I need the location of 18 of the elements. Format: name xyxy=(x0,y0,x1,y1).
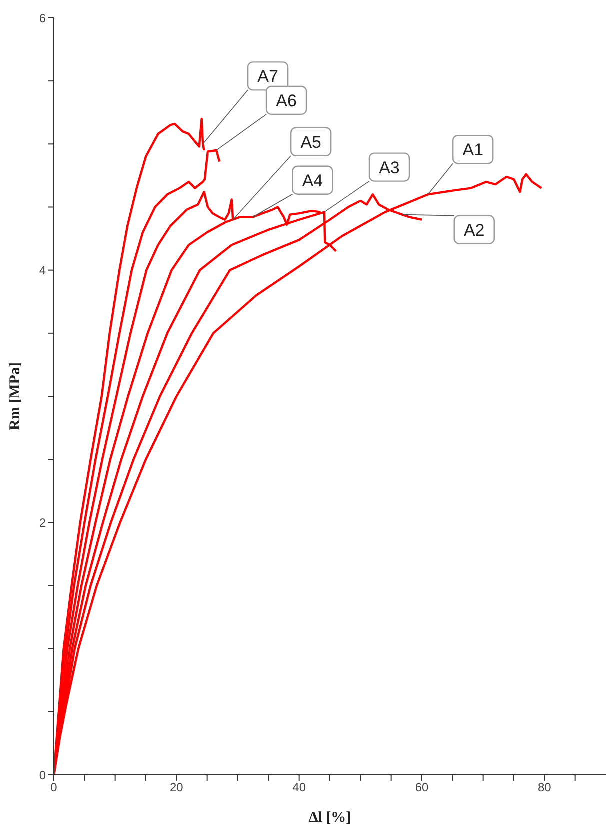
annotation: A5 xyxy=(300,132,322,152)
y-tick-label: 2 xyxy=(39,516,46,530)
x-tick-label: 40 xyxy=(292,780,306,795)
y-axis-title: Rm [MPa] xyxy=(7,362,24,430)
annotation: A6 xyxy=(276,91,297,110)
annotation: A7 xyxy=(258,67,278,86)
x-axis-title: Δl [%] xyxy=(308,810,352,826)
x-tick-label: 20 xyxy=(170,780,184,795)
annotation: A1 xyxy=(462,140,484,160)
annotation: A2 xyxy=(464,220,485,240)
annotation: A4 xyxy=(302,171,324,190)
y-tick-label: 4 xyxy=(39,264,46,278)
x-tick-label: 80 xyxy=(538,780,552,795)
x-tick-label: 60 xyxy=(415,780,429,795)
y-tick-label: 0 xyxy=(39,768,46,782)
annotation: A3 xyxy=(379,158,400,178)
y-tick-label: 6 xyxy=(39,11,46,26)
x-tick-label: 0 xyxy=(50,780,58,795)
